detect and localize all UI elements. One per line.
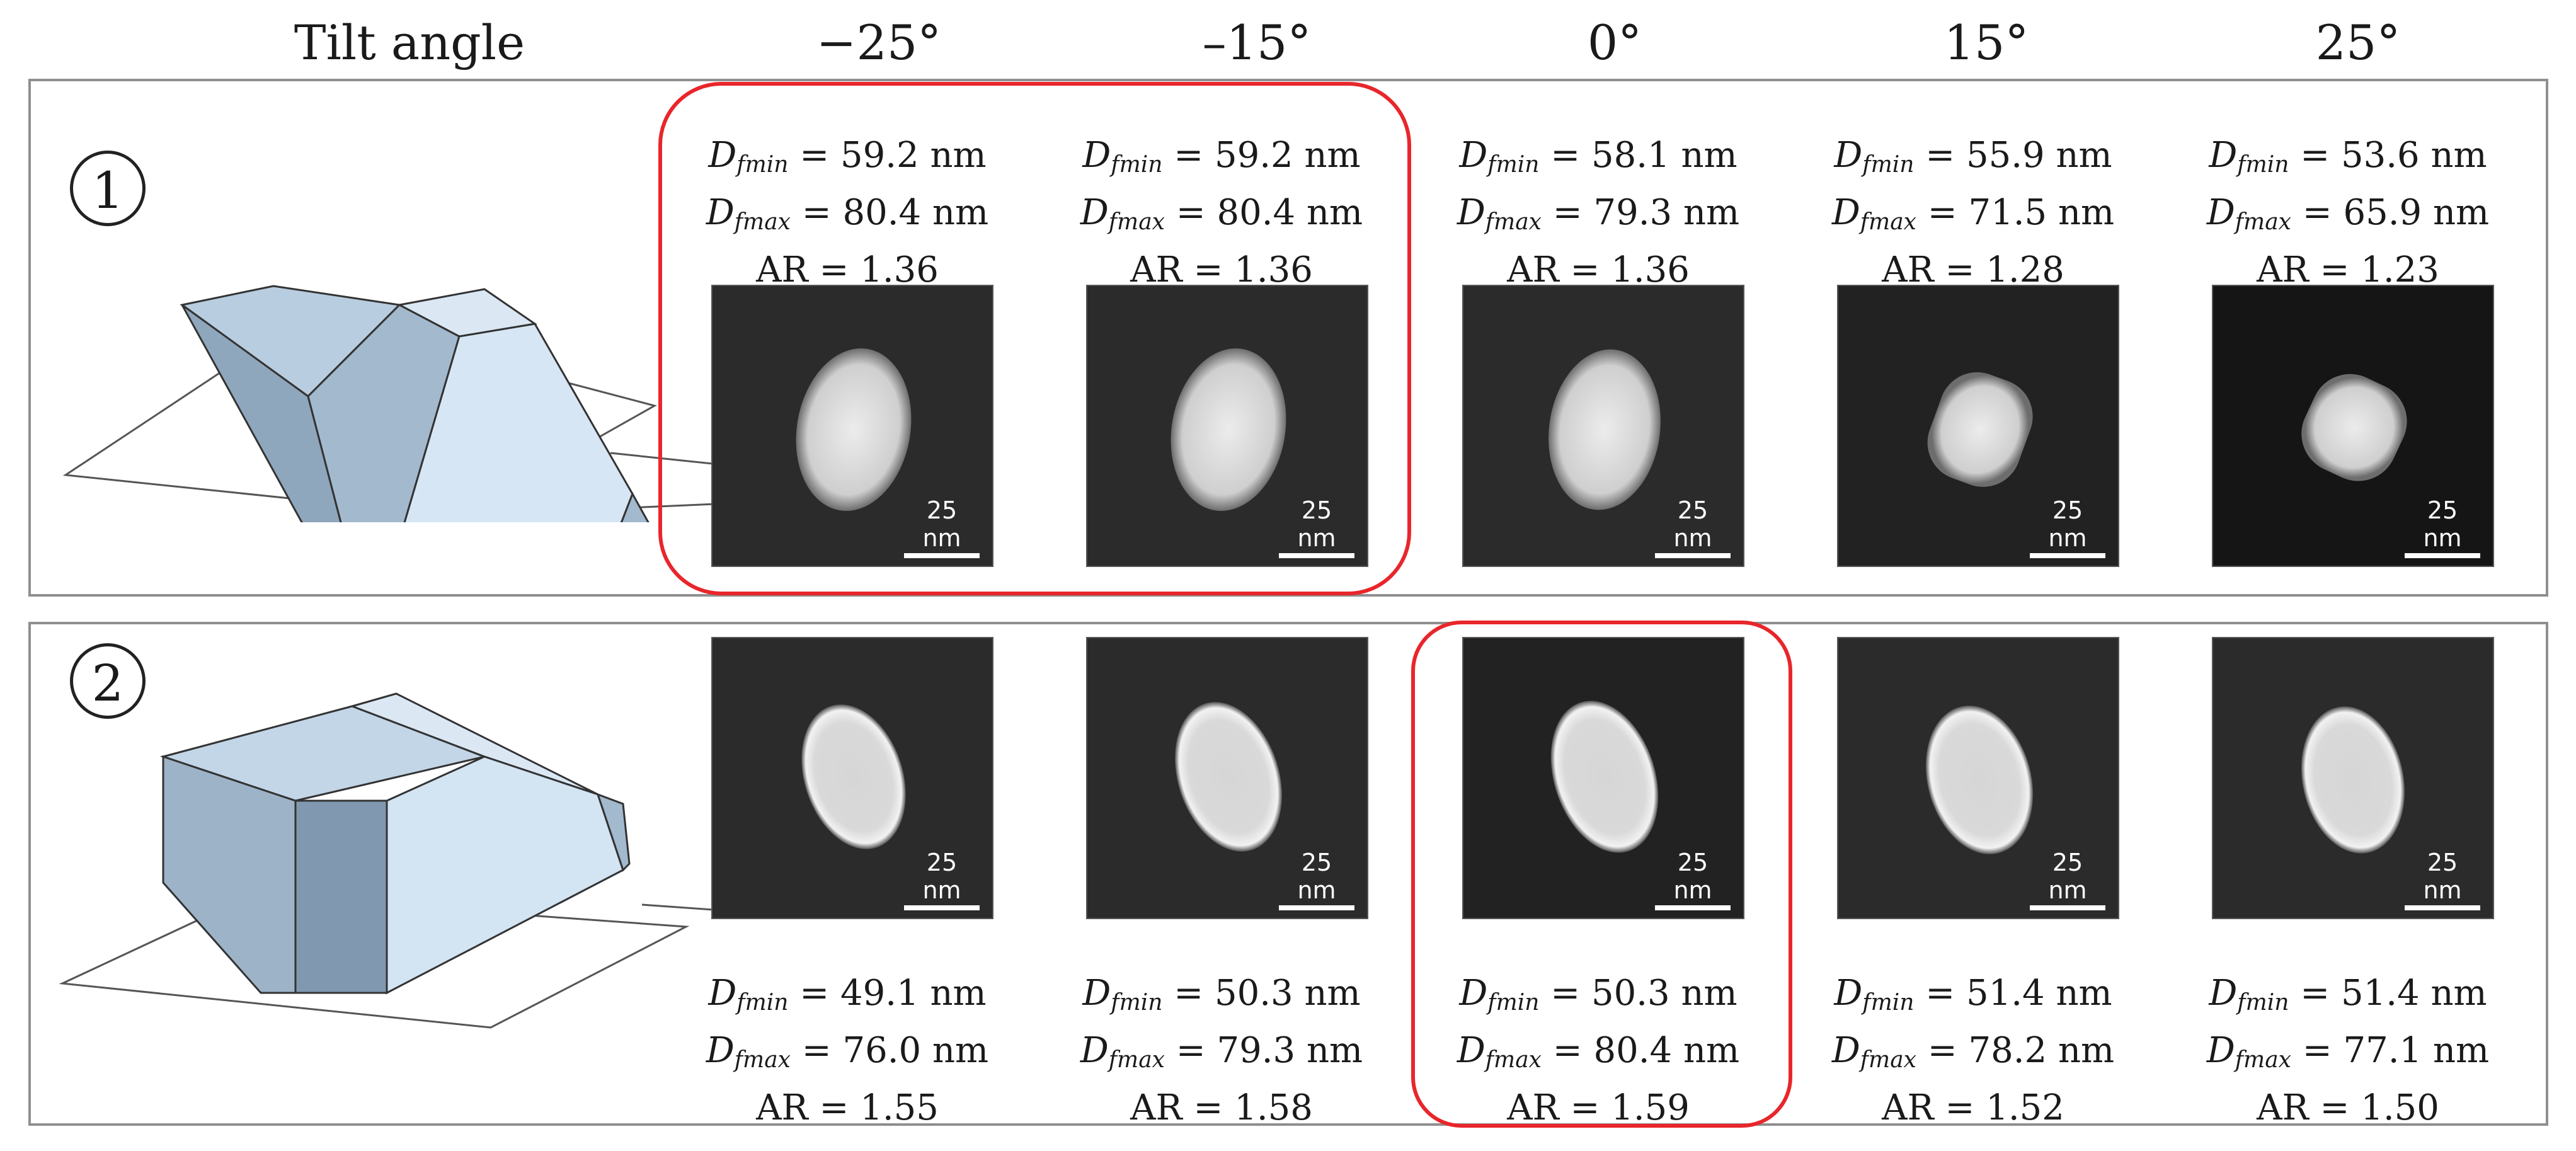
measurement-r1-t5: Dfmin = 53.6 nm Dfmax = 65.9 nm AR = 1.2… xyxy=(2206,135,2490,290)
sem-image-r1-t5: 25 nm xyxy=(2212,285,2494,567)
scale-bar: 25 nm xyxy=(1655,496,1731,558)
measurement-r1-t2: Dfmin = 59.2 nm Dfmax = 80.4 nm AR = 1.3… xyxy=(1080,135,1363,290)
measurement-r1-t4: Dfmin = 55.9 nm Dfmax = 71.5 nm AR = 1.2… xyxy=(1831,135,2115,290)
sem-image-r1-t4: 25 nm xyxy=(1837,285,2119,567)
measurement-r2-t2: Dfmin = 50.3 nm Dfmax = 79.3 nm AR = 1.5… xyxy=(1080,973,1363,1128)
sem-image-r2-t2: 25 nm xyxy=(1086,637,1368,919)
angle-header-minus-25: −25° xyxy=(816,14,942,71)
measurement-r1-t3: Dfmin = 58.1 nm Dfmax = 79.3 nm AR = 1.3… xyxy=(1457,135,1740,290)
row-1-panel: 1 Dfmin = 59.2 nm Dfmax = 80.4 nm AR = 1… xyxy=(28,79,2548,597)
scale-bar: 25 nm xyxy=(2030,849,2105,910)
row-1-label: 1 xyxy=(70,151,146,226)
crystal-model-1-icon xyxy=(62,285,731,522)
sem-image-r2-t1: 25 nm xyxy=(711,637,993,919)
sem-image-r1-t2: 25 nm xyxy=(1086,285,1368,567)
scale-bar: 25 nm xyxy=(1279,849,1354,910)
angle-header-15: 15° xyxy=(1943,14,2029,71)
sem-image-r2-t3: 25 nm xyxy=(1462,637,1744,919)
scale-bar: 25 nm xyxy=(1279,496,1354,558)
measurement-r2-t4: Dfmin = 51.4 nm Dfmax = 78.2 nm AR = 1.5… xyxy=(1831,973,2115,1128)
sem-image-r1-t3: 25 nm xyxy=(1462,285,1744,567)
sem-image-r2-t4: 25 nm xyxy=(1837,637,2119,919)
measurement-r2-t1: Dfmin = 49.1 nm Dfmax = 76.0 nm AR = 1.5… xyxy=(706,973,989,1128)
scale-bar: 25 nm xyxy=(2405,496,2480,558)
scale-bar: 25 nm xyxy=(904,849,980,910)
sem-image-r1-t1: 25 nm xyxy=(711,285,993,567)
angle-header-minus-15: –15° xyxy=(1202,14,1312,71)
scale-bar: 25 nm xyxy=(904,496,980,558)
scale-bar: 25 nm xyxy=(2030,496,2105,558)
angle-header-0: 0° xyxy=(1587,14,1642,71)
angle-header-25: 25° xyxy=(2315,14,2401,71)
row-2-label: 2 xyxy=(70,643,146,719)
measurement-r2-t3: Dfmin = 50.3 nm Dfmax = 80.4 nm AR = 1.5… xyxy=(1457,973,1740,1128)
tilt-angle-label: Tilt angle xyxy=(294,14,525,71)
row-2-panel: 2 25 nm Dfmin = 49.1 nm Dfmax = 76.0 nm … xyxy=(28,622,2548,1128)
measurement-r1-t1: Dfmin = 59.2 nm Dfmax = 80.4 nm AR = 1.3… xyxy=(706,135,989,290)
crystal-model-2-icon xyxy=(59,692,731,1029)
scale-bar: 25 nm xyxy=(2405,849,2480,910)
sem-image-r2-t5: 25 nm xyxy=(2212,637,2494,919)
measurement-r2-t5: Dfmin = 51.4 nm Dfmax = 77.1 nm AR = 1.5… xyxy=(2206,973,2490,1128)
scale-bar: 25 nm xyxy=(1655,849,1731,910)
